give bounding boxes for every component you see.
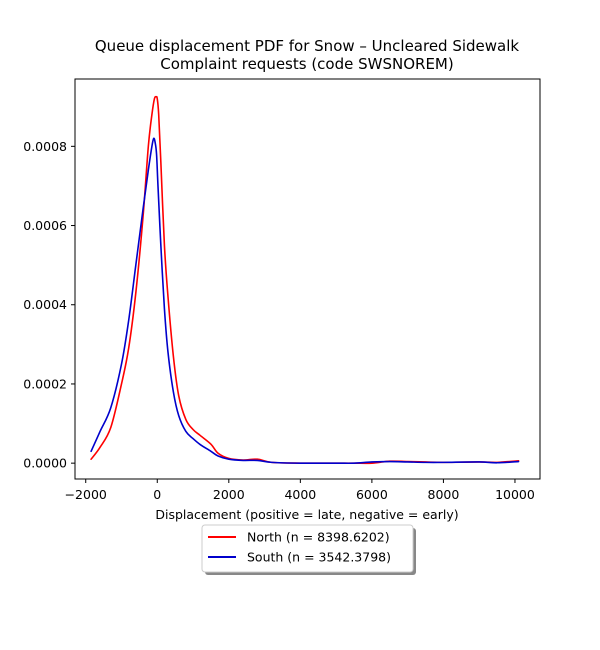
series-line-1 [90, 137, 520, 465]
x-tick-label: 6000 [356, 487, 388, 502]
chart-title-line-1: Queue displacement PDF for Snow – Unclea… [95, 37, 520, 55]
x-tick-label: 2000 [213, 487, 245, 502]
plot-frame [74, 78, 541, 480]
chart-title-line-2: Complaint requests (code SWSNOREM) [160, 55, 453, 73]
legend-label-south: South (n = 3542.3798) [247, 550, 391, 565]
y-tick-label: 0.0008 [23, 139, 67, 154]
legend: North (n = 8398.6202) South (n = 3542.37… [201, 524, 416, 575]
x-tick-label: −2000 [65, 487, 107, 502]
x-axis-label: Displacement (positive = late, negative … [155, 507, 458, 522]
y-tick-label: 0.0000 [23, 456, 67, 471]
y-tick-label: 0.0006 [23, 218, 67, 233]
y-tick-label: 0.0002 [23, 376, 67, 391]
x-tick-label: 8000 [428, 487, 460, 502]
y-tick-label: 0.0004 [23, 297, 67, 312]
series-line-0 [90, 95, 520, 465]
x-axis-ticks: −2000 0 2000 4000 6000 8000 10000 [65, 479, 535, 502]
legend-label-north: North (n = 8398.6202) [247, 530, 390, 545]
x-tick-label: 0 [153, 487, 161, 502]
series-layer [90, 95, 520, 465]
y-axis-ticks: 0.0000 0.0002 0.0004 0.0006 0.0008 [23, 139, 75, 471]
x-tick-label: 10000 [495, 487, 535, 502]
x-tick-label: 4000 [284, 487, 316, 502]
legend-box [201, 524, 414, 573]
